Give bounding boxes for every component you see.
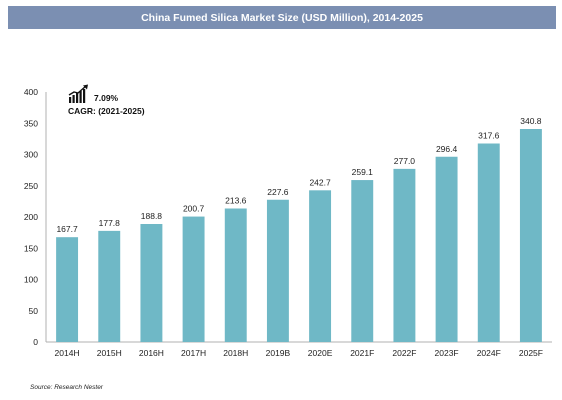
- cagr-callout: 7.09% CAGR: (2021-2025): [68, 84, 145, 116]
- data-label: 277.0: [394, 156, 416, 166]
- source-note: Source: Research Nester: [30, 384, 103, 391]
- x-tick-label: 2018H: [223, 348, 248, 358]
- y-tick-label: 200: [24, 212, 38, 222]
- y-tick-label: 50: [29, 306, 39, 316]
- x-tick-label: 2021F: [350, 348, 374, 358]
- x-tick-label: 2022F: [392, 348, 416, 358]
- x-tick-label: 2020E: [308, 348, 333, 358]
- data-label: 317.6: [478, 131, 500, 141]
- data-label: 167.7: [56, 224, 78, 234]
- data-label: 340.8: [520, 116, 542, 126]
- data-label: 296.4: [436, 144, 458, 154]
- x-tick-label: 2015H: [97, 348, 122, 358]
- bar: [266, 199, 289, 342]
- y-tick-label: 0: [33, 337, 38, 347]
- bar: [435, 156, 458, 342]
- growth-chart-icon: [68, 84, 88, 103]
- x-tick-label: 2019B: [266, 348, 291, 358]
- y-tick-label: 350: [24, 118, 38, 128]
- bar: [182, 216, 205, 342]
- x-tick-label: 2016H: [139, 348, 164, 358]
- y-tick-label: 150: [24, 243, 38, 253]
- y-tick-label: 300: [24, 150, 38, 160]
- bar: [140, 224, 163, 342]
- x-tick-label: 2024F: [477, 348, 501, 358]
- chart-title: China Fumed Silica Market Size (USD Mill…: [8, 6, 556, 29]
- bar: [56, 237, 79, 342]
- y-tick-label: 400: [24, 87, 38, 97]
- bar: [477, 143, 500, 342]
- data-label: 177.8: [99, 218, 121, 228]
- data-label: 188.8: [141, 211, 163, 221]
- x-tick-label: 2023F: [435, 348, 459, 358]
- data-label: 200.7: [183, 204, 205, 214]
- data-label: 213.6: [225, 196, 247, 206]
- bar: [98, 230, 121, 342]
- data-label: 227.6: [267, 187, 289, 197]
- x-tick-label: 2025F: [519, 348, 543, 358]
- x-tick-label: 2014H: [55, 348, 80, 358]
- bar: [224, 208, 247, 342]
- y-tick-label: 100: [24, 275, 38, 285]
- y-tick-label: 250: [24, 181, 38, 191]
- bar: [393, 168, 416, 342]
- bar: [351, 180, 374, 342]
- cagr-label: CAGR: (2021-2025): [68, 106, 145, 116]
- data-label: 242.7: [309, 177, 331, 187]
- cagr-value: 7.09%: [94, 93, 119, 103]
- data-label: 259.1: [352, 167, 374, 177]
- bar: [519, 129, 542, 342]
- bar: [309, 190, 332, 342]
- x-tick-label: 2017H: [181, 348, 206, 358]
